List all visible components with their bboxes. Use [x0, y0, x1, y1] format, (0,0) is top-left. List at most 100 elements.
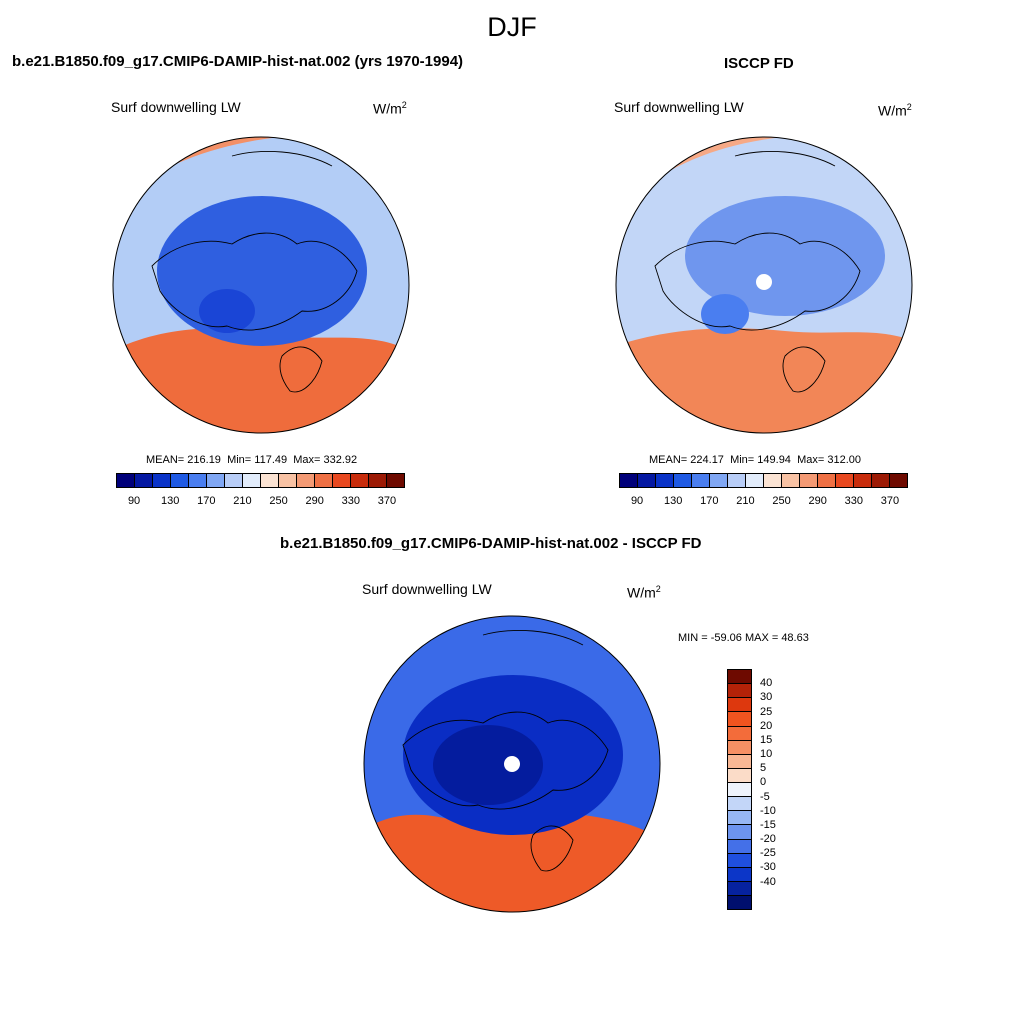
colorbar-swatch	[728, 670, 751, 685]
colorbar-swatch	[117, 474, 135, 487]
colorbar-tick-label: 290	[305, 495, 324, 507]
model-stats: MEAN= 216.19 Min= 117.49 Max= 332.92	[146, 454, 358, 466]
model-variable-label: Surf downwelling LW	[111, 99, 241, 115]
obs-panel-title: ISCCP FD	[724, 55, 794, 72]
colorbar-swatch	[351, 474, 369, 487]
diff-coastline-europe	[530, 825, 574, 872]
colorbar-tick-label: 90	[630, 495, 644, 507]
colorbar-swatch	[800, 474, 818, 487]
colorbar-tick-label: 170	[700, 495, 719, 507]
colorbar-swatch	[656, 474, 674, 487]
diff-units-label: W/m2	[627, 584, 661, 601]
diff-panel-title: b.e21.B1850.f09_g17.CMIP6-DAMIP-hist-nat…	[280, 535, 702, 552]
diff-coastline	[402, 711, 609, 810]
obs-coastline	[654, 232, 861, 331]
colorbar-tick-label: 170	[197, 495, 216, 507]
colorbar-tick-label: -30	[760, 861, 776, 874]
colorbar-swatch	[692, 474, 710, 487]
colorbar-swatch	[387, 474, 404, 487]
colorbar-swatch	[333, 474, 351, 487]
model-colorbar	[116, 473, 405, 488]
colorbar-tick-label: -40	[760, 875, 776, 888]
model-polar-map	[112, 136, 410, 434]
colorbar-tick-label: 15	[760, 733, 773, 746]
diff-warm-region-south	[364, 813, 660, 912]
colorbar-tick-label: -5	[760, 790, 770, 803]
obs-polar-cap	[685, 196, 885, 316]
colorbar-swatch	[638, 474, 656, 487]
colorbar-swatch	[728, 839, 751, 854]
diff-coastline-north	[482, 629, 584, 646]
colorbar-swatch	[171, 474, 189, 487]
colorbar-tick-label: -10	[760, 804, 776, 817]
obs-polar-map	[615, 136, 913, 434]
model-units-label: W/m2	[373, 100, 407, 117]
colorbar-swatch	[854, 474, 872, 487]
colorbar-swatch	[728, 712, 751, 727]
colorbar-tick-label: 330	[844, 495, 863, 507]
model-coastline-europe	[279, 346, 323, 393]
colorbar-tick-label: 250	[269, 495, 288, 507]
colorbar-tick-label: 130	[664, 495, 683, 507]
model-mean-value: 216.19	[187, 454, 221, 466]
colorbar-swatch	[710, 474, 728, 487]
diff-polar-map	[363, 615, 661, 913]
colorbar-tick-label: 330	[341, 495, 360, 507]
obs-min-value: 149.94	[757, 454, 791, 466]
colorbar-tick-label: 10	[760, 748, 773, 761]
model-coastline-north	[231, 150, 333, 167]
colorbar-tick-label: 290	[808, 495, 827, 507]
diff-colorbar-ticks: 40 30 25 20 15 10 5 0 -5 -10 -15 -20 -25 -30 -40	[760, 669, 800, 910]
obs-pole-hole	[756, 274, 772, 290]
colorbar-swatch	[620, 474, 638, 487]
colorbar-swatch	[225, 474, 243, 487]
colorbar-swatch	[279, 474, 297, 487]
colorbar-swatch	[728, 825, 751, 840]
colorbar-swatch	[153, 474, 171, 487]
colorbar-tick-label: 30	[760, 691, 773, 704]
colorbar-swatch	[872, 474, 890, 487]
obs-units-label: W/m2	[878, 102, 912, 119]
colorbar-swatch	[818, 474, 836, 487]
model-warm-region-south	[113, 328, 409, 433]
colorbar-tick-label: 370	[377, 495, 397, 507]
colorbar-swatch	[728, 867, 751, 882]
obs-variable-label: Surf downwelling LW	[614, 99, 744, 115]
model-polar-cap	[157, 196, 367, 346]
colorbar-swatch	[764, 474, 782, 487]
model-cold-core	[199, 289, 255, 333]
colorbar-tick-label: 370	[880, 495, 900, 507]
colorbar-swatch	[728, 881, 751, 896]
obs-stats: MEAN= 224.17 Min= 149.94 Max= 312.00	[649, 454, 861, 466]
colorbar-tick-label: 40	[760, 677, 773, 690]
colorbar-swatch	[728, 684, 751, 699]
colorbar-swatch	[728, 811, 751, 826]
model-min-value: 117.49	[254, 454, 288, 466]
colorbar-tick-label: 25	[760, 705, 773, 718]
model-colorbar-ticks: 90 130 170 210 250 290 330 370	[116, 495, 405, 509]
model-max-value: 332.92	[323, 454, 358, 466]
obs-warm-region-south	[616, 328, 912, 433]
colorbar-swatch	[728, 783, 751, 798]
model-coastline	[151, 232, 358, 331]
colorbar-swatch	[674, 474, 692, 487]
colorbar-tick-label: 210	[736, 495, 755, 507]
main-title: DJF	[487, 12, 537, 42]
colorbar-swatch	[728, 768, 751, 783]
colorbar-swatch	[836, 474, 854, 487]
diff-pole-hole	[504, 756, 520, 772]
colorbar-swatch	[243, 474, 261, 487]
colorbar-swatch	[728, 754, 751, 769]
colorbar-tick-label: -15	[760, 818, 776, 831]
colorbar-swatch	[728, 740, 751, 755]
colorbar-swatch	[728, 797, 751, 812]
obs-coastline-europe	[782, 346, 826, 393]
colorbar-tick-label: 130	[161, 495, 180, 507]
colorbar-swatch	[135, 474, 153, 487]
colorbar-swatch	[369, 474, 387, 487]
colorbar-swatch	[189, 474, 207, 487]
obs-colorbar-ticks: 90 130 170 210 250 290 330 370	[619, 495, 908, 509]
colorbar-tick-label: 5	[760, 762, 767, 775]
diff-colorbar	[727, 669, 752, 910]
colorbar-swatch	[728, 698, 751, 713]
